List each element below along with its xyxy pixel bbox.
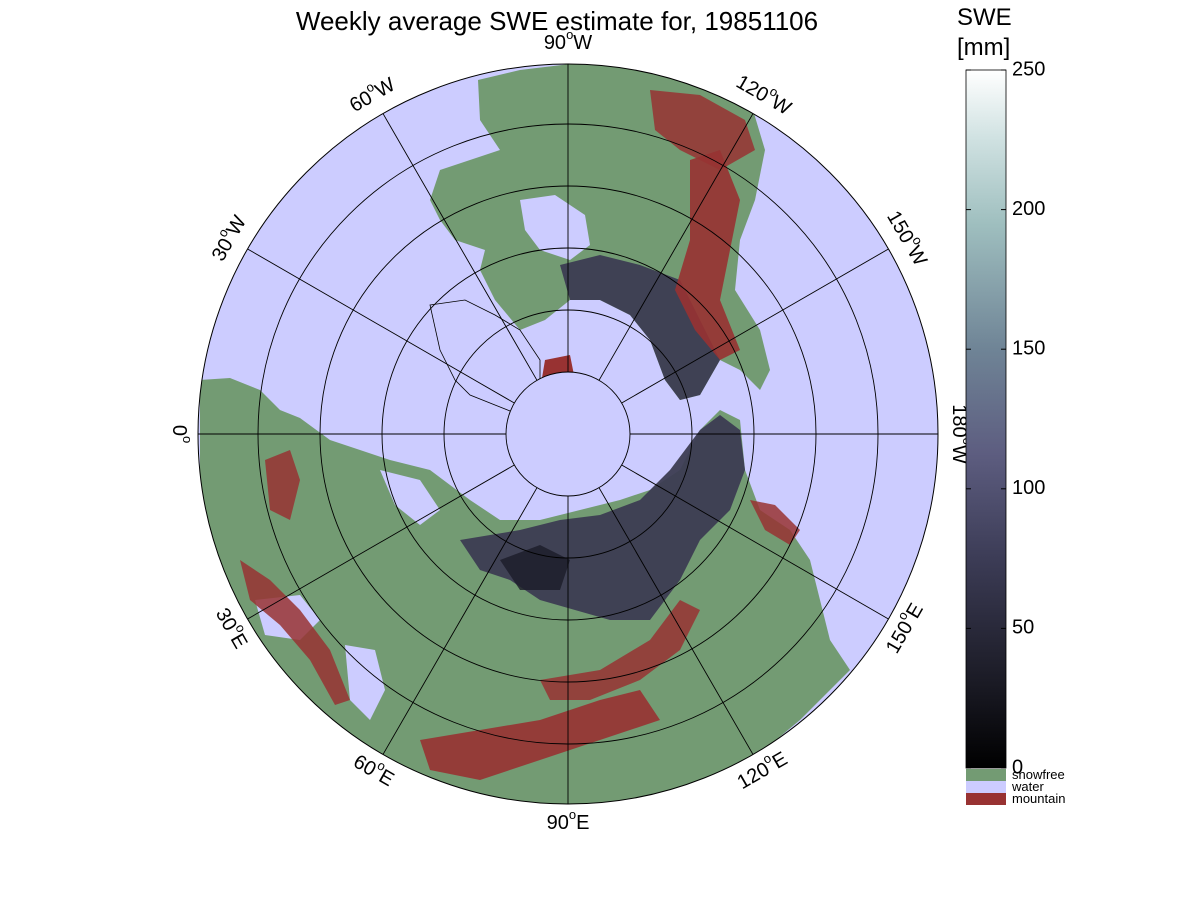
mountain-central-asia [540,600,700,700]
mountain-rockies [675,150,740,360]
colorbar-tick-label: 150 [1012,337,1045,359]
meridian-line [247,248,515,404]
landmass-water-baltic [380,470,440,525]
colorbar-tick-label: 200 [1012,198,1045,220]
meridian-line [382,487,538,755]
longitude-graticule [198,64,938,804]
legend-label: water [1011,779,1044,794]
legend-label: snowfree [1012,767,1065,782]
colorbar-tick-label: 250 [1012,58,1045,80]
meridian-line [598,113,754,381]
longitude-label: 180oW [948,404,975,464]
colorbar-tick-label: 50 [1012,617,1034,639]
colorbar-label-swe: SWE [957,4,1012,31]
colorbar-label-unit: [mm] [957,34,1010,61]
north-pole-region [506,372,630,496]
map-boundary [197,63,939,805]
colorbar-tick-label: 100 [1012,477,1045,499]
snow-cover-siberia-dark [500,545,570,590]
legend-swatch [966,793,1006,805]
meridian-line [382,113,538,381]
polar-map [198,64,938,804]
landmass-water-caspian [345,645,385,720]
colorbar [965,69,1007,769]
landmass-water-hudson-bay [520,195,590,260]
mountain-himalaya [420,690,660,780]
mountain-alaska [650,90,755,170]
meridian-line [621,248,889,404]
meridian-line [598,487,754,755]
meridian-line [621,464,889,620]
colorbar-tick-label: 0 [1012,756,1023,778]
legend-label: mountain [1012,791,1065,806]
longitude-label: 0o [168,425,195,443]
longitude-label: 90oE [547,807,590,834]
legend-swatch [966,769,1006,781]
colorbar-ticks: 250 200 150 100 50 0 [966,58,1045,778]
mountain-far-east [750,500,800,545]
map-title: Weekly average SWE estimate for, 1985110… [296,6,818,36]
mountain-scandinavia [265,450,300,520]
legend-swatch [966,781,1006,793]
mountain-alps-caucasus [240,560,350,705]
meridian-line [247,464,515,620]
longitude-label: 90oW [544,27,592,54]
